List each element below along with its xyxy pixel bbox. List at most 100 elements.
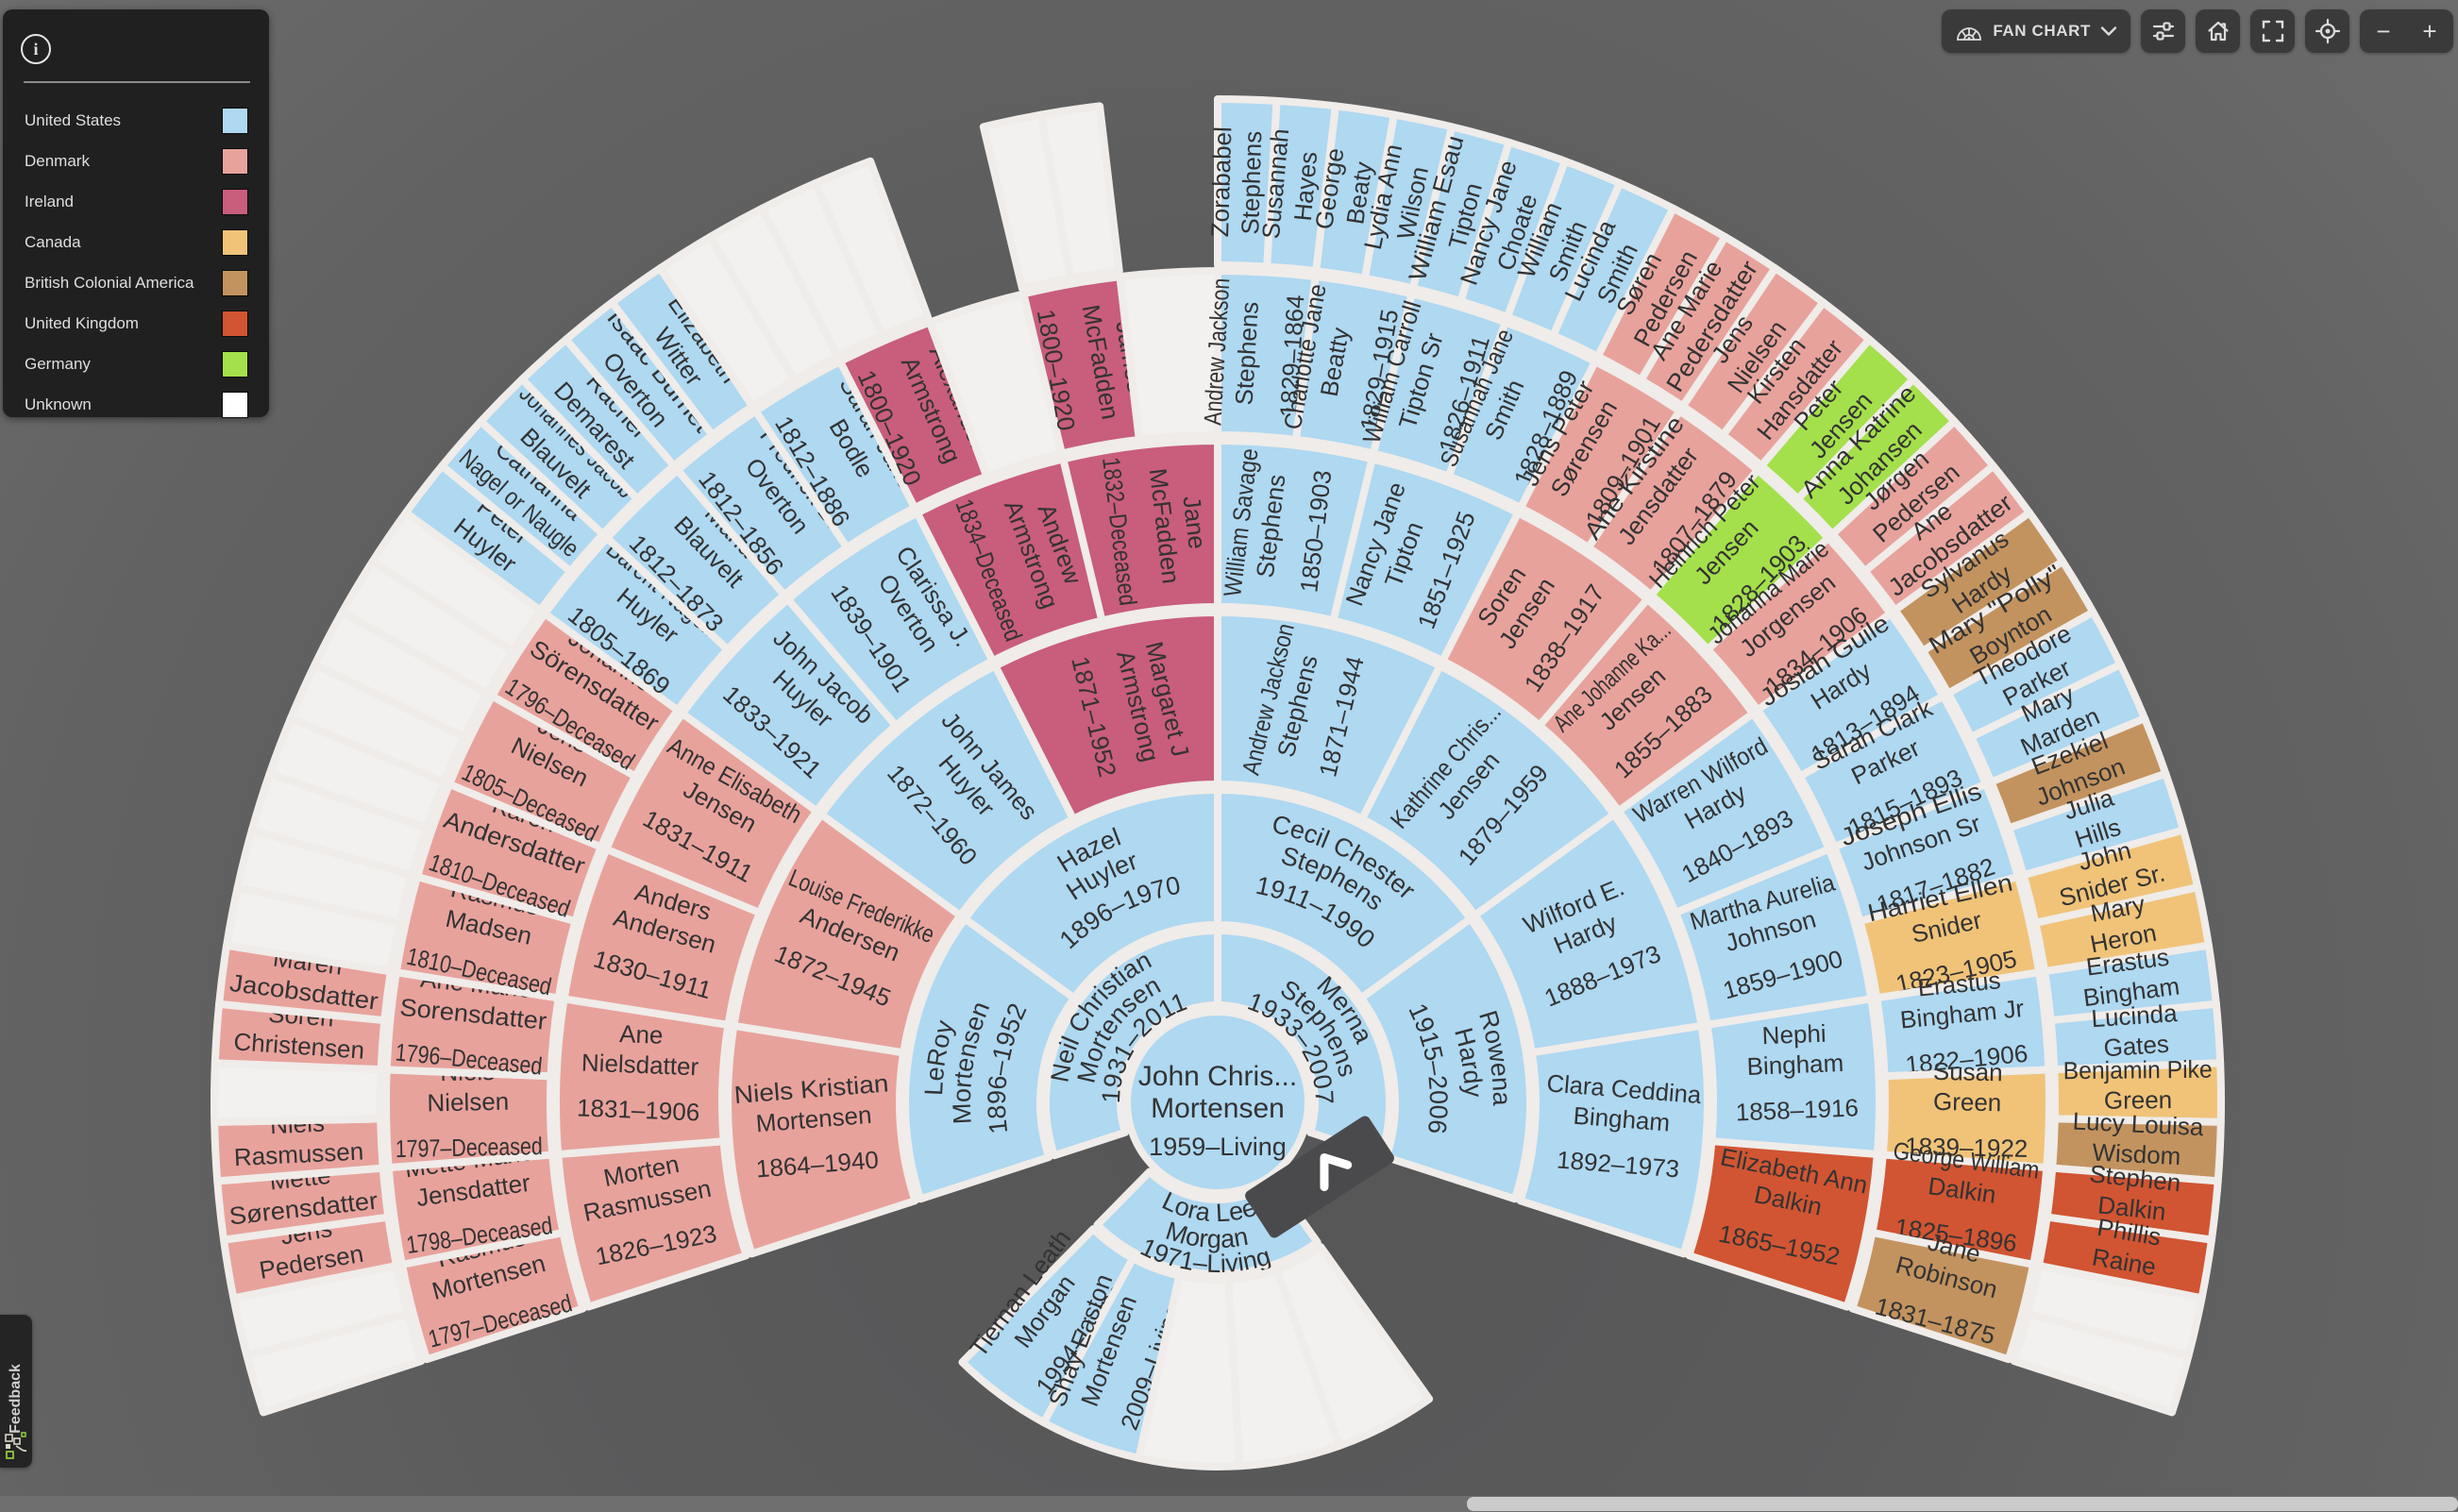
legend-swatch <box>222 391 248 418</box>
svg-text:Green: Green <box>1933 1087 2002 1117</box>
legend-item-united-states: United States <box>3 100 269 141</box>
options-button[interactable] <box>2141 9 2185 53</box>
zoom-out-button[interactable]: − <box>2376 16 2391 45</box>
legend-item-label: Ireland <box>25 192 74 210</box>
chevron-down-icon <box>2100 26 2117 36</box>
legend-panel: i United States Denmark Ireland Canada Briti… <box>3 9 269 418</box>
legend-swatch <box>222 350 248 378</box>
svg-text:Hayes: Hayes <box>1288 150 1322 222</box>
fan-cell-niels-nielsen[interactable]: NielsNielsen1797–Deceased <box>382 1056 557 1172</box>
legend-swatch <box>222 107 248 134</box>
feedback-tree-icon <box>5 1432 27 1459</box>
svg-text:1858–1916: 1858–1916 <box>1735 1093 1859 1126</box>
sliders-icon <box>2152 22 2174 41</box>
legend-item-label: United Kingdom <box>25 313 139 332</box>
svg-text:John Chris...: John Chris... <box>1138 1061 1297 1092</box>
svg-text:Lucy Louisa: Lucy Louisa <box>2072 1106 2205 1141</box>
svg-text:Jane: Jane <box>1177 495 1211 551</box>
svg-text:Bingham: Bingham <box>1746 1049 1844 1081</box>
target-icon <box>2315 18 2340 44</box>
legend-item-denmark: Denmark <box>3 141 269 181</box>
legend-item-label: Germany <box>25 354 91 373</box>
svg-text:Nielsen: Nielsen <box>427 1087 509 1117</box>
svg-text:Stephens: Stephens <box>1236 130 1267 235</box>
empty-child-slot-5 <box>1272 1243 1434 1450</box>
empty-slot-g6-64 <box>2010 1309 2193 1417</box>
horizontal-scrollbar <box>0 1496 2458 1512</box>
svg-text:Gates: Gates <box>2103 1030 2170 1063</box>
legend-item-label: Unknown <box>25 395 92 413</box>
svg-text:Wisdom: Wisdom <box>2092 1138 2181 1171</box>
children-toggle-handle[interactable] <box>1243 1114 1396 1240</box>
fullscreen-icon <box>2262 20 2283 42</box>
svg-text:1959–Living: 1959–Living <box>1149 1133 1287 1161</box>
fullscreen-button[interactable] <box>2250 9 2295 53</box>
empty-slot-g6-30 <box>1037 102 1123 282</box>
legend-list: United States Denmark Ireland Canada British… <box>3 9 269 425</box>
legend-item-unknown: Unknown <box>3 384 269 425</box>
svg-text:Nephi: Nephi <box>1761 1019 1827 1050</box>
svg-text:Green: Green <box>2104 1085 2173 1115</box>
home-button[interactable] <box>2196 9 2240 53</box>
svg-text:Ane: Ane <box>619 1019 664 1050</box>
view-selector-button[interactable]: FAN CHART <box>1942 9 2130 53</box>
legend-swatch <box>222 228 248 256</box>
fan-cell-center-john-chris-mortensen[interactable]: John Chris...Mortensen 1959–Living <box>1123 1008 1312 1197</box>
empty-child-slot-4 <box>1224 1266 1343 1470</box>
locate-button[interactable] <box>2305 9 2349 53</box>
view-selector-label: FAN CHART <box>1993 22 2091 40</box>
legend-item-germany: Germany <box>3 344 269 384</box>
feedback-tab[interactable]: Feedback <box>0 1315 32 1468</box>
legend-swatch <box>222 269 248 296</box>
legend-item-ireland: Ireland <box>3 181 269 222</box>
legend-divider <box>24 81 250 83</box>
svg-text:Susan: Susan <box>1933 1057 2003 1086</box>
svg-text:1831–1906: 1831–1906 <box>577 1093 700 1126</box>
legend-item-united-kingdom: United Kingdom <box>3 303 269 344</box>
zoom-in-button[interactable]: + <box>2422 16 2437 45</box>
svg-text:Benjamin Pike: Benjamin Pike <box>2063 1055 2213 1085</box>
svg-text:Rasmussen: Rasmussen <box>233 1136 364 1171</box>
legend-swatch <box>222 310 248 337</box>
fan-chart-icon <box>1957 27 1982 41</box>
horizontal-scrollbar-thumb[interactable] <box>1467 1497 2458 1511</box>
legend-item-label: Denmark <box>25 151 90 170</box>
info-icon[interactable]: i <box>21 34 51 64</box>
svg-text:Nielsdatter: Nielsdatter <box>581 1049 699 1082</box>
